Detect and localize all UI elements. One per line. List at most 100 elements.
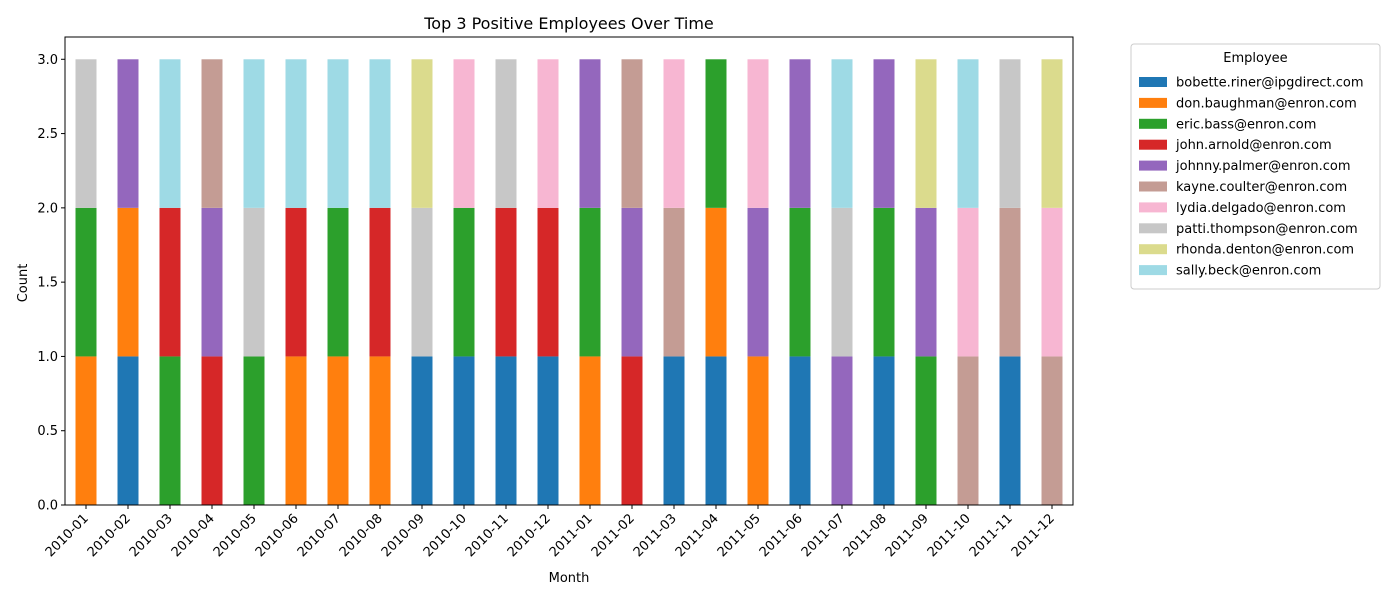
bar-segment-2010-06-1 (285, 356, 307, 505)
x-tick-label: 2011-05 (715, 511, 764, 560)
bar-segment-2011-05-6 (747, 59, 769, 208)
bar-segment-2010-01-2 (75, 207, 97, 357)
x-tick-label: 2011-04 (673, 511, 722, 560)
x-tick-label: 2010-12 (505, 511, 554, 560)
bar-segment-2010-02-1 (117, 207, 139, 357)
bar-segment-2010-03-9 (159, 59, 181, 208)
x-axis: 2010-012010-022010-032010-042010-052010-… (43, 505, 1058, 560)
legend-swatch (1139, 160, 1167, 171)
bar-segment-2011-05-1 (747, 356, 769, 505)
bar-segment-2010-09-0 (411, 356, 433, 505)
x-tick-label: 2011-11 (967, 511, 1016, 560)
bar-segment-2010-03-2 (159, 356, 181, 505)
bar-segment-2011-07-4 (831, 356, 853, 505)
bar-segment-2010-12-0 (537, 356, 559, 505)
bar-segment-2010-05-9 (243, 59, 265, 208)
x-tick-label: 2011-12 (1009, 511, 1058, 560)
bar-segment-2011-01-4 (579, 59, 601, 208)
y-axis-label: Count (16, 264, 31, 303)
legend-entry: johnny.palmer@enron.com (1175, 159, 1350, 174)
bar-segment-2010-04-3 (201, 356, 223, 505)
x-tick-label: 2011-06 (757, 511, 806, 560)
bar-segment-2010-06-3 (285, 207, 307, 357)
bar-segment-2011-04-2 (705, 59, 727, 208)
bar-segment-2011-06-2 (789, 207, 811, 357)
plot-frame (64, 36, 1074, 506)
legend-entry: eric.bass@enron.com (1176, 117, 1316, 132)
bar-segment-2011-12-5 (1041, 356, 1063, 505)
y-tick-label: 3.0 (37, 53, 58, 68)
bar-segment-2010-03-3 (159, 207, 181, 357)
x-tick-label: 2010-11 (463, 511, 512, 560)
bar-segment-2011-06-4 (789, 59, 811, 208)
legend-entry: sally.beck@enron.com (1176, 264, 1321, 279)
x-tick-label: 2011-09 (883, 511, 932, 560)
y-tick-label: 2.0 (37, 201, 58, 216)
legend-entry: rhonda.denton@enron.com (1176, 243, 1354, 258)
x-tick-label: 2011-02 (589, 511, 638, 560)
x-tick-label: 2010-08 (337, 511, 386, 560)
x-tick-label: 2010-03 (127, 511, 176, 560)
legend-swatch (1139, 97, 1167, 108)
bar-segment-2011-01-1 (579, 356, 601, 505)
bar-segment-2010-11-7 (495, 59, 517, 208)
x-tick-label: 2010-01 (43, 511, 92, 560)
bar-segment-2010-07-2 (327, 207, 349, 357)
x-tick-label: 2010-05 (211, 511, 260, 560)
x-tick-label: 2010-07 (295, 511, 344, 560)
legend: Employee bobette.riner@ipgdirect.com don.b… (1130, 43, 1381, 290)
x-tick-label: 2011-03 (631, 511, 680, 560)
legend-swatch (1139, 77, 1167, 87)
x-tick-label: 2010-10 (421, 511, 470, 560)
bar-segment-2010-06-9 (285, 59, 307, 208)
legend-entry: don.baughman@enron.com (1176, 96, 1357, 111)
bar-segment-2011-03-5 (663, 207, 685, 357)
bars-group (75, 59, 1063, 505)
legend-box (1130, 43, 1381, 290)
bar-segment-2010-11-3 (495, 207, 517, 357)
x-tick-label: 2011-07 (799, 511, 848, 560)
y-tick-label: 0.0 (37, 499, 58, 514)
bar-segment-2011-09-4 (915, 207, 937, 357)
bar-segment-2011-10-5 (957, 356, 979, 505)
bar-segment-2011-08-2 (873, 207, 895, 357)
bar-segment-2010-02-0 (117, 356, 139, 505)
bar-segment-2010-04-4 (201, 207, 223, 357)
bar-segment-2011-02-5 (621, 59, 643, 208)
bar-segment-2011-02-4 (621, 207, 643, 357)
bar-segment-2011-04-0 (705, 356, 727, 505)
x-tick-label: 2011-10 (925, 511, 974, 560)
x-tick-label: 2010-06 (253, 511, 302, 560)
y-tick-label: 2.5 (37, 127, 58, 142)
bar-segment-2011-02-3 (621, 356, 643, 505)
bar-segment-2011-10-6 (957, 207, 979, 357)
bar-segment-2010-10-0 (453, 356, 475, 505)
bar-segment-2010-08-1 (369, 356, 391, 505)
legend-entry: john.arnold@enron.com (1175, 138, 1332, 153)
bar-segment-2010-07-9 (327, 59, 349, 208)
bar-segment-2011-10-9 (957, 59, 979, 208)
x-tick-label: 2011-01 (547, 511, 596, 560)
bar-segment-2011-03-0 (663, 356, 685, 505)
bar-segment-2010-01-7 (75, 59, 97, 208)
bar-segment-2010-08-9 (369, 59, 391, 208)
bar-segment-2010-05-2 (243, 356, 265, 505)
x-tick-label: 2010-02 (85, 511, 134, 560)
legend-swatch (1139, 181, 1167, 192)
y-tick-label: 1.0 (37, 350, 58, 365)
legend-entry: bobette.riner@ipgdirect.com (1176, 76, 1364, 91)
legend-swatch (1139, 118, 1167, 129)
bar-segment-2010-09-7 (411, 207, 433, 357)
y-tick-label: 1.5 (37, 276, 58, 291)
bar-segment-2011-06-0 (789, 356, 811, 505)
bar-segment-2010-10-6 (453, 59, 475, 208)
bar-segment-2011-05-4 (747, 207, 769, 357)
bar-segment-2011-11-5 (999, 207, 1021, 357)
bar-segment-2010-11-0 (495, 356, 517, 505)
bar-segment-2011-11-7 (999, 59, 1021, 208)
chart-title: Top 3 Positive Employees Over Time (423, 14, 714, 33)
bar-segment-2011-12-6 (1041, 207, 1063, 357)
bar-segment-2011-12-8 (1041, 59, 1063, 208)
bar-segment-2010-12-6 (537, 59, 559, 208)
